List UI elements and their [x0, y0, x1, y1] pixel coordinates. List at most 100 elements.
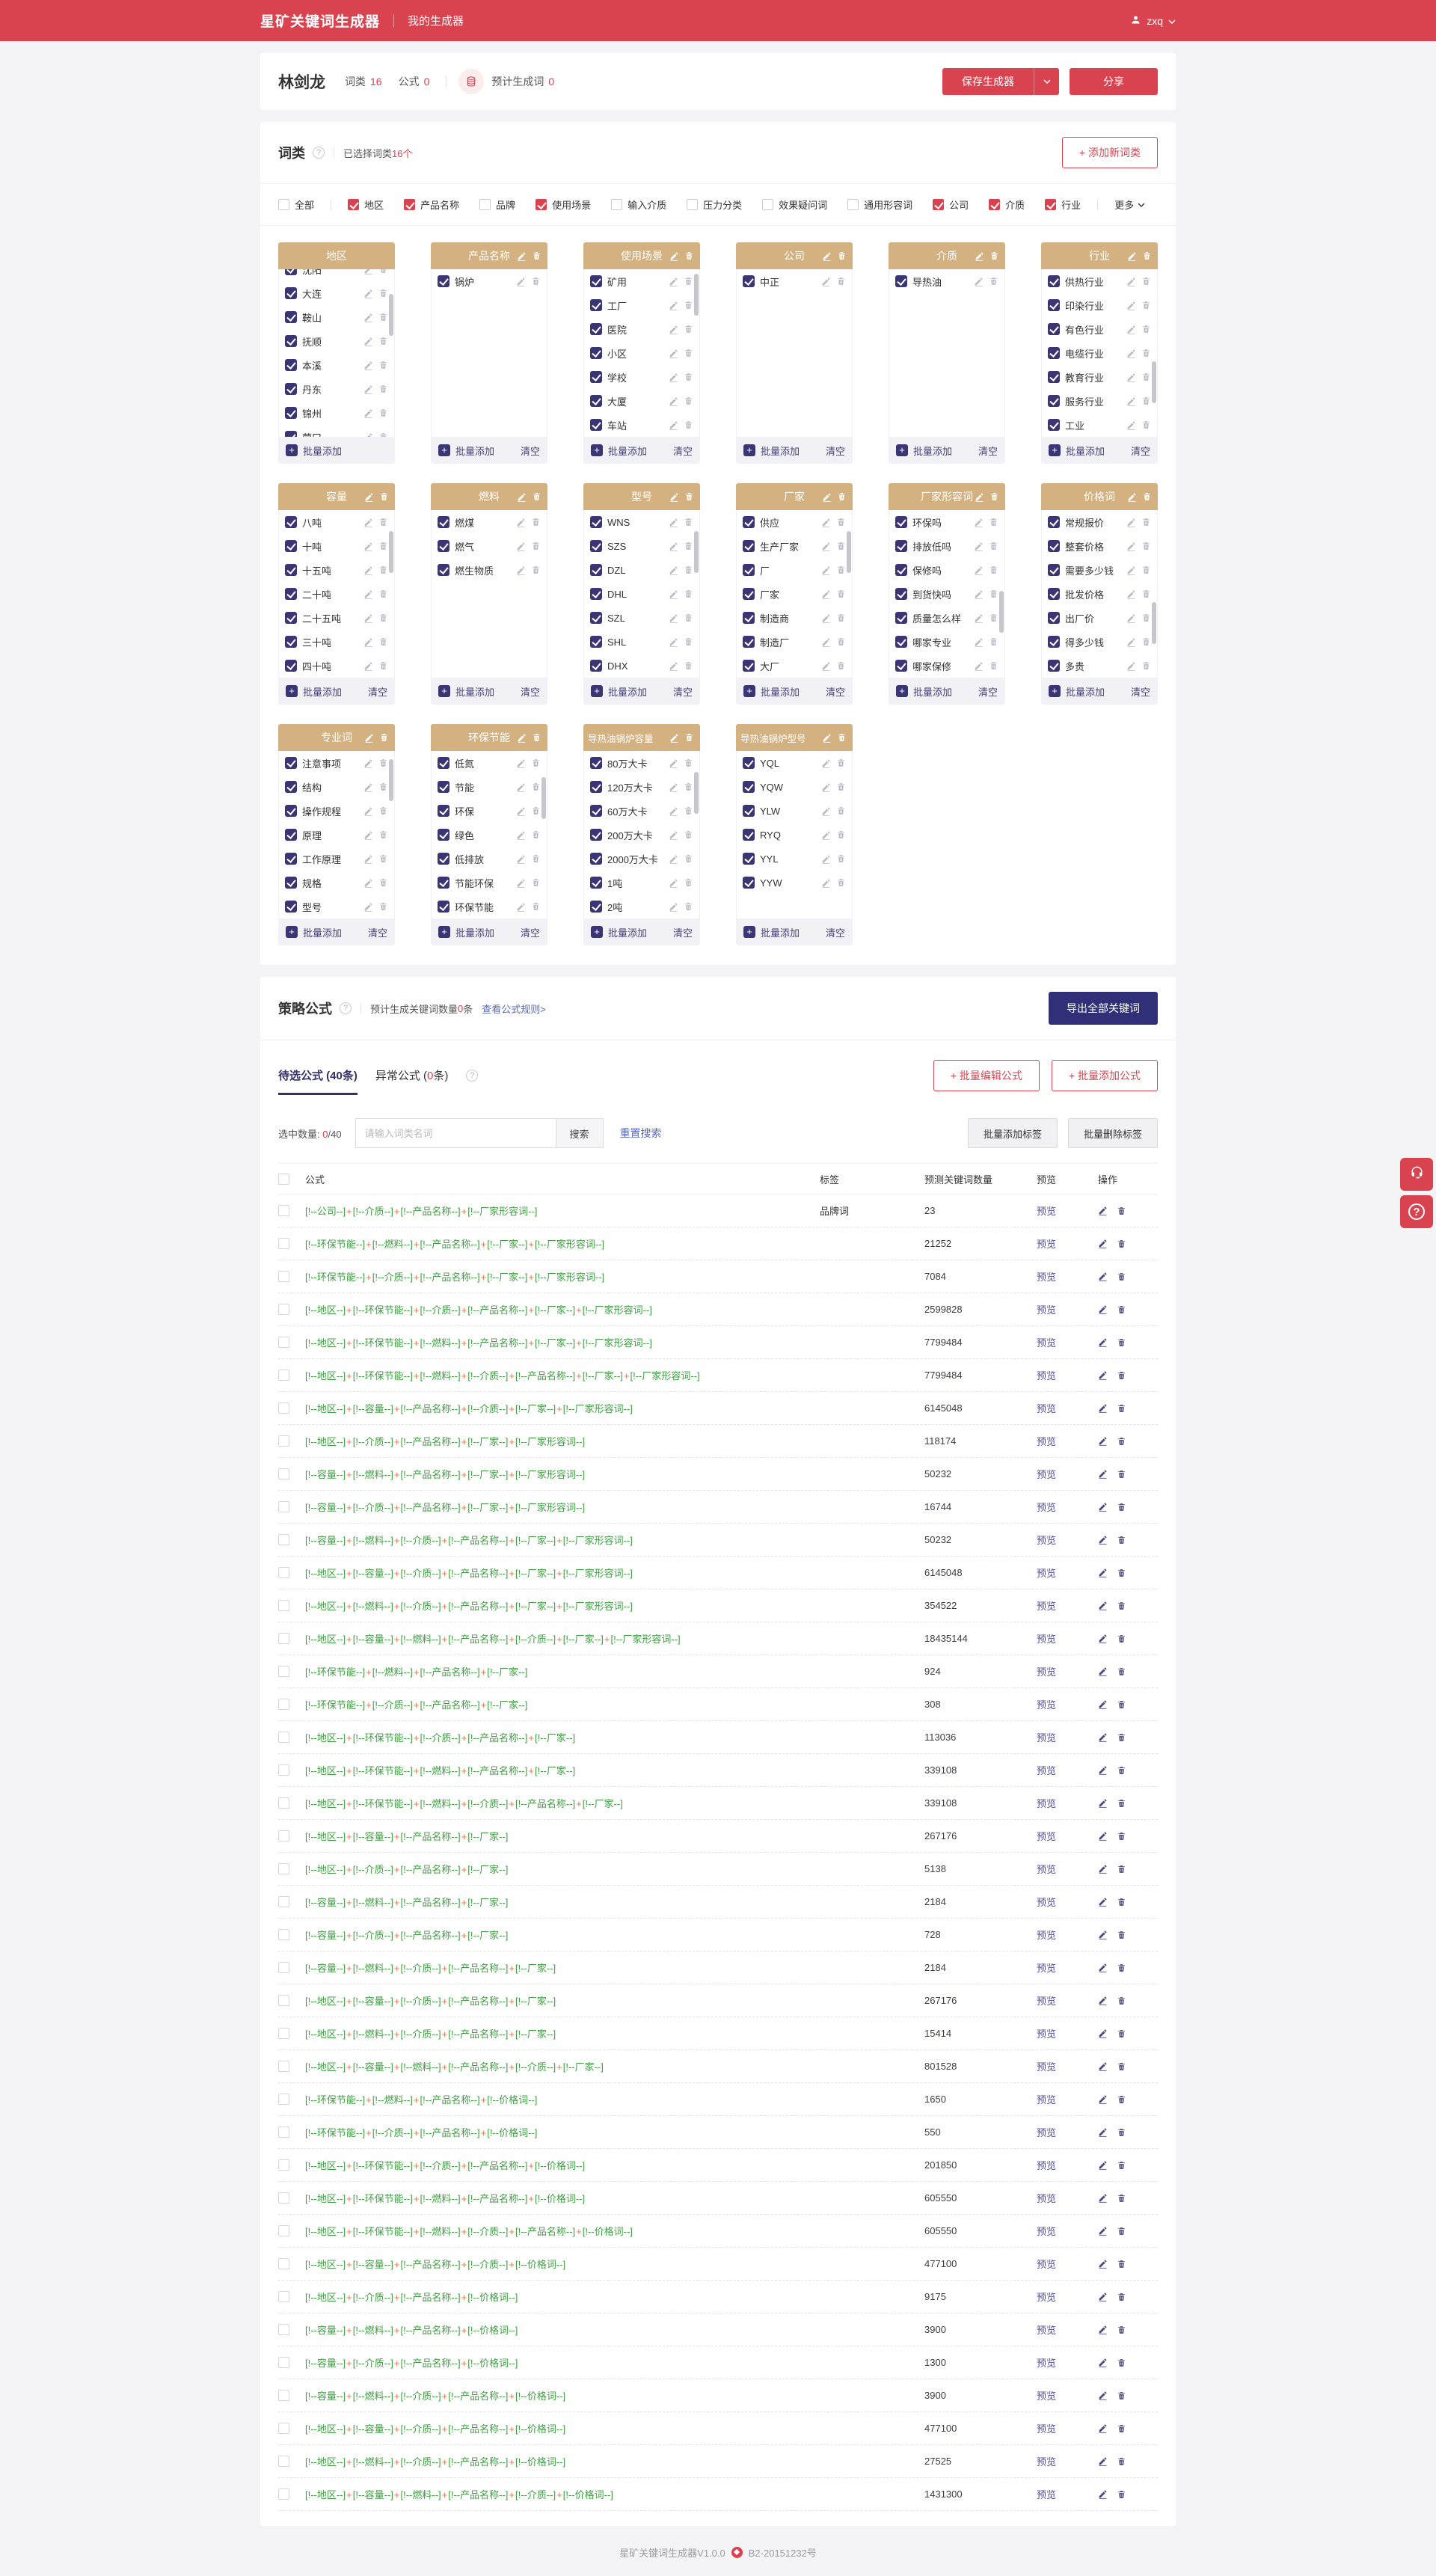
delete-icon[interactable] [1117, 1930, 1126, 1940]
delete-icon[interactable] [531, 901, 541, 912]
edit-icon[interactable] [821, 830, 831, 840]
plus-icon[interactable]: + [896, 444, 908, 456]
edit-icon[interactable] [1098, 2193, 1108, 2204]
delete-icon[interactable] [684, 565, 693, 575]
filter-行业[interactable]: 行业 [1045, 197, 1081, 212]
delete-icon[interactable] [1141, 589, 1151, 599]
checkbox-icon[interactable] [895, 588, 907, 600]
delete-icon[interactable] [1117, 1601, 1126, 1611]
edit-icon[interactable] [363, 542, 373, 551]
checkbox-icon[interactable] [438, 877, 449, 889]
checkbox-icon[interactable] [285, 853, 297, 865]
batch-delete-tag-button[interactable]: 批量删除标签 [1067, 1118, 1158, 1148]
checkbox-icon[interactable] [933, 199, 945, 210]
delete-icon[interactable] [1117, 2094, 1126, 2105]
checkbox-icon[interactable] [895, 540, 907, 552]
checkbox-icon[interactable] [285, 877, 297, 889]
preview-link[interactable]: 预览 [1037, 1897, 1057, 1908]
checkbox-icon[interactable] [989, 199, 1001, 210]
scrollbar[interactable] [694, 512, 699, 676]
delete-icon[interactable] [684, 372, 693, 382]
checkbox-icon[interactable] [590, 805, 602, 817]
preview-link[interactable]: 预览 [1037, 1699, 1057, 1711]
edit-icon[interactable] [1098, 2061, 1108, 2072]
delete-icon[interactable] [1117, 1963, 1126, 1973]
preview-link[interactable]: 预览 [1037, 1930, 1057, 1941]
edit-icon[interactable] [669, 349, 678, 358]
preview-link[interactable]: 预览 [1037, 2028, 1057, 2040]
delete-icon[interactable] [1141, 660, 1151, 671]
delete-icon[interactable] [1117, 1666, 1126, 1677]
scrollbar-thumb[interactable] [389, 758, 393, 801]
checkbox-icon[interactable] [590, 516, 602, 528]
preview-link[interactable]: 预览 [1037, 1469, 1057, 1480]
edit-icon[interactable] [669, 518, 678, 527]
checkbox-icon[interactable] [590, 829, 602, 841]
delete-icon[interactable] [1141, 348, 1151, 358]
scrollbar[interactable] [389, 752, 393, 917]
more-filters-link[interactable]: 更多 [1114, 197, 1145, 212]
delete-icon[interactable] [989, 541, 998, 551]
row-checkbox[interactable] [278, 2291, 289, 2302]
delete-icon[interactable] [531, 829, 541, 840]
delete-icon[interactable] [1117, 2160, 1126, 2171]
edit-icon[interactable] [821, 661, 831, 671]
edit-icon[interactable] [1098, 1469, 1108, 1479]
delete-icon[interactable] [1117, 2456, 1126, 2467]
checkbox-icon[interactable] [743, 564, 755, 576]
plus-icon[interactable]: + [438, 444, 450, 456]
delete-icon[interactable] [1117, 2193, 1126, 2204]
batch-add-link[interactable]: 批量添加 [608, 445, 648, 457]
delete-icon[interactable] [1142, 251, 1152, 261]
plus-icon[interactable]: + [743, 926, 755, 938]
save-generator-button[interactable]: 保存生成器 [942, 68, 1059, 95]
preview-link[interactable]: 预览 [1037, 1996, 1057, 2007]
tab-candidate-formulas[interactable]: 待选公式 (40条) [278, 1067, 358, 1095]
preview-link[interactable]: 预览 [1037, 2160, 1057, 2171]
row-checkbox[interactable] [278, 2390, 289, 2401]
batch-add-link[interactable]: 批量添加 [1066, 445, 1105, 457]
plus-icon[interactable]: + [286, 926, 298, 938]
edit-icon[interactable] [1126, 637, 1136, 647]
checkbox-icon[interactable] [438, 516, 449, 528]
batch-add-link[interactable]: 批量添加 [303, 445, 343, 457]
clear-link[interactable]: 清空 [825, 686, 845, 698]
delete-icon[interactable] [684, 877, 693, 888]
checkbox-icon[interactable] [687, 199, 699, 210]
scrollbar[interactable] [1152, 512, 1156, 676]
filter-全部[interactable]: 全部 [278, 197, 314, 212]
scrollbar[interactable] [389, 271, 393, 435]
edit-icon[interactable] [1126, 325, 1136, 334]
delete-icon[interactable] [684, 806, 693, 816]
batch-add-link[interactable]: 批量添加 [761, 445, 800, 457]
delete-icon[interactable] [1117, 1272, 1126, 1282]
edit-icon[interactable] [669, 372, 678, 382]
plus-icon[interactable]: + [591, 926, 603, 938]
row-checkbox[interactable] [278, 2258, 289, 2269]
checkbox-icon[interactable] [590, 323, 602, 335]
edit-icon[interactable] [516, 758, 526, 768]
tab-abnormal-formulas[interactable]: 异常公式 (0条) [375, 1069, 449, 1082]
footer-icp[interactable]: B2-20151232号 [748, 2548, 817, 2559]
row-checkbox[interactable] [278, 1534, 289, 1545]
edit-icon[interactable] [516, 782, 526, 792]
delete-icon[interactable] [989, 276, 998, 286]
edit-icon[interactable] [821, 854, 831, 864]
reset-search-link[interactable]: 重置搜索 [619, 1127, 662, 1139]
checkbox-icon[interactable] [743, 636, 755, 648]
batch-add-link[interactable]: 批量添加 [1066, 686, 1105, 698]
delete-icon[interactable] [1141, 396, 1151, 406]
add-word-class-button[interactable]: + 添加新词类 [1061, 137, 1158, 168]
row-checkbox[interactable] [278, 2061, 289, 2072]
delete-icon[interactable] [531, 853, 541, 864]
edit-icon[interactable] [669, 661, 678, 671]
row-checkbox[interactable] [278, 1666, 289, 1677]
delete-icon[interactable] [378, 565, 388, 575]
delete-icon[interactable] [684, 782, 693, 792]
preview-link[interactable]: 预览 [1037, 2391, 1057, 2402]
edit-icon[interactable] [363, 289, 373, 298]
scrollbar-thumb[interactable] [999, 590, 1004, 633]
delete-icon[interactable] [532, 251, 541, 261]
edit-icon[interactable] [669, 325, 678, 334]
preview-link[interactable]: 预览 [1037, 1304, 1057, 1316]
